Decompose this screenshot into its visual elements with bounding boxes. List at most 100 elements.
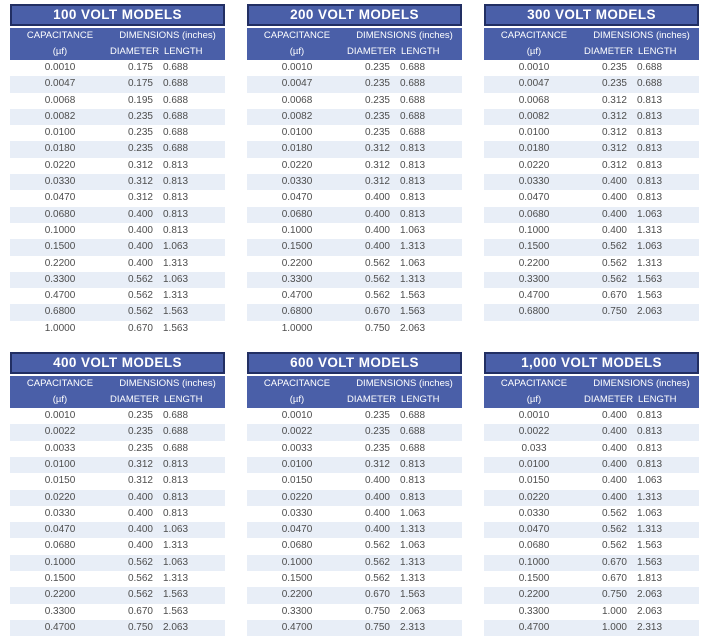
length-cell: 1.063 [163, 524, 189, 536]
capacitance-cell: 0.6800 [281, 306, 313, 318]
table-body: 0.0010 0.175 0.688 0.0047 0.175 0.688 0.0068 0.… [10, 60, 225, 338]
length-cell: 1.063 [637, 208, 663, 220]
table-row: 0.6800 0.562 1.563 [10, 304, 225, 321]
table-body: 0.0010 0.235 0.688 0.0022 0.235 0.688 0.0033 0.… [247, 408, 462, 637]
table-row: 0.1000 0.562 1.313 [247, 554, 462, 572]
diameter-cell: 0.670 [601, 573, 627, 585]
capacitance-cell: 0.0220 [518, 491, 550, 503]
table-row: 0.0100 0.312 0.813 [247, 456, 462, 474]
length-cell: 0.688 [163, 426, 189, 438]
length-cell: 0.688 [400, 442, 426, 454]
capacitance-cell: 0.3300 [44, 605, 76, 617]
length-cell: 0.813 [637, 458, 663, 470]
length-header: LENGTH [164, 46, 203, 57]
length-cell: 0.813 [163, 475, 189, 487]
diameter-cell: 1.000 [601, 621, 627, 633]
capacitance-cell: 0.0022 [281, 426, 313, 438]
capacitance-cell: 0.3300 [44, 273, 76, 285]
table-row: 0.1500 0.562 1.313 [10, 571, 225, 588]
capacitance-header: CAPACITANCE [500, 30, 568, 41]
capacitance-cell: 0.2200 [518, 589, 550, 601]
diameter-header: DIAMETER [110, 394, 160, 406]
table-row: 0.0150 0.400 1.063 [484, 473, 699, 490]
length-cell: 1.063 [400, 540, 426, 552]
table-row: 0.0082 0.235 0.688 [10, 108, 225, 126]
length-cell: 1.563 [637, 273, 663, 285]
diameter-cell: 0.400 [601, 208, 627, 220]
length-cell: 2.063 [637, 605, 663, 617]
length-cell: 0.813 [163, 176, 189, 188]
length-cell: 0.813 [637, 159, 663, 171]
capacitance-unit-header: (µf) [52, 394, 68, 406]
length-cell: 1.313 [637, 224, 663, 236]
capacitance-cell: 0.0010 [44, 62, 76, 73]
table-row: 0.1500 0.670 1.813 [484, 571, 699, 588]
capacitance-cell: 0.0470 [518, 192, 550, 204]
diameter-cell: 0.235 [364, 442, 390, 454]
length-cell: 0.813 [637, 192, 663, 204]
capacitance-cell: 0.0047 [281, 78, 313, 90]
capacitance-cell: 0.2200 [44, 257, 76, 269]
diameter-cell: 0.235 [364, 110, 390, 122]
table-row: 0.2200 0.562 1.313 [484, 255, 699, 272]
diameter-cell: 0.400 [127, 491, 153, 503]
table-row: 0.4700 0.750 2.063 [10, 619, 225, 637]
table-row: 0.0150 0.312 0.813 [10, 473, 225, 490]
table-row: 0.3300 0.670 1.563 [10, 603, 225, 620]
table-row: 0.0068 0.235 0.688 [247, 92, 462, 109]
diameter-cell: 0.235 [364, 62, 390, 73]
table-row: 0.1000 0.400 0.813 [10, 222, 225, 240]
dimensions-header: DIMENSIONS (inches) [356, 30, 453, 41]
diameter-cell: 0.400 [364, 224, 390, 236]
table-row: 0.0082 0.312 0.813 [484, 108, 699, 126]
length-cell: 1.563 [637, 290, 663, 302]
diameter-cell: 0.235 [364, 78, 390, 90]
diameter-cell: 0.562 [364, 556, 390, 568]
length-cell: 1.563 [637, 556, 663, 568]
length-cell: 0.813 [400, 176, 426, 188]
length-cell: 2.313 [400, 621, 426, 633]
table-row: 0.0082 0.235 0.688 [247, 108, 462, 126]
capacitance-cell: 0.0470 [281, 524, 313, 536]
capacitance-cell: 0.0068 [281, 94, 313, 106]
length-cell: 0.813 [637, 410, 663, 422]
diameter-cell: 0.670 [364, 306, 390, 318]
diameter-cell: 0.750 [364, 621, 390, 633]
capacitance-cell: 0.1500 [44, 241, 76, 253]
length-cell: 1.063 [637, 507, 663, 519]
capacitance-cell: 0.0680 [281, 208, 313, 220]
diameter-header: DIAMETER [347, 394, 397, 406]
length-cell: 0.813 [163, 208, 189, 220]
length-header: LENGTH [401, 46, 440, 57]
length-cell: 0.688 [163, 110, 189, 122]
capacitance-unit-header: (µf) [52, 46, 68, 57]
diameter-cell: 0.235 [127, 127, 153, 139]
table-row: 0.0330 0.312 0.813 [10, 174, 225, 191]
capacitance-cell: 0.0022 [44, 426, 76, 438]
table-row: 0.1500 0.400 1.313 [247, 239, 462, 256]
capacitance-cell: 0.0082 [44, 110, 76, 122]
length-cell: 1.563 [637, 540, 663, 552]
capacitance-unit-header: (µf) [526, 46, 542, 57]
table-row: 0.0010 0.235 0.688 [10, 408, 225, 425]
table-row: 0.0100 0.235 0.688 [10, 125, 225, 142]
diameter-cell: 0.235 [364, 426, 390, 438]
capacitance-header: CAPACITANCE [26, 30, 94, 41]
table-column-headers: CAPACITANCE DIMENSIONS (inches) (µf) DIA… [247, 376, 462, 409]
capacitance-cell: 0.0010 [518, 62, 550, 73]
capacitance-cell: 0.2200 [518, 257, 550, 269]
capacitance-cell: 0.0330 [44, 507, 76, 519]
diameter-header: DIAMETER [584, 46, 634, 57]
table-row: 0.0010 0.400 0.813 [484, 408, 699, 425]
voltage-table: 200 VOLT MODELS CAPACITANCE DIMENSIONS (… [247, 4, 462, 338]
length-cell: 1.313 [637, 524, 663, 536]
length-cell: 2.313 [637, 621, 663, 633]
length-cell: 1.313 [163, 257, 189, 269]
table-row: 0.0330 0.562 1.063 [484, 505, 699, 523]
capacitance-cell: 0.033 [521, 442, 547, 454]
voltage-table: 100 VOLT MODELS CAPACITANCE DIMENSIONS (… [10, 4, 225, 338]
length-cell: 0.813 [163, 159, 189, 171]
capacitance-cell: 0.0220 [281, 491, 313, 503]
diameter-cell: 0.562 [364, 540, 390, 552]
table-body: 0.0010 0.235 0.688 0.0047 0.235 0.688 0.0068 0.… [247, 60, 462, 338]
